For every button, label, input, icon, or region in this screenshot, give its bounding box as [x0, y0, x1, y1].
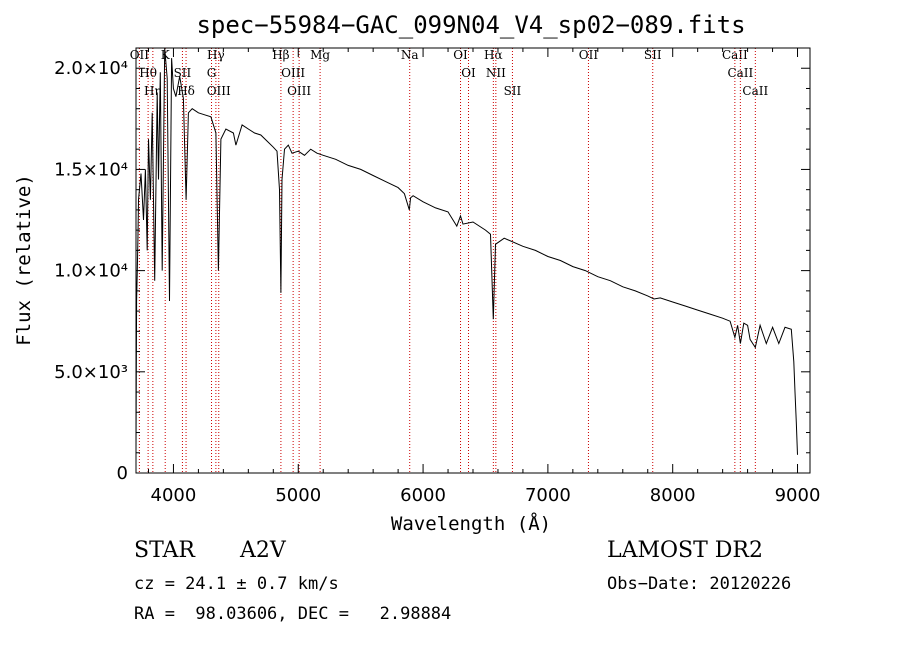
survey-label: LAMOST DR2 [607, 538, 763, 563]
x-tick-label-5: 9000 [775, 485, 821, 506]
line-marker-label-19: OII [579, 48, 599, 62]
x-tick-label-1: 5000 [275, 485, 321, 506]
line-marker-label-10: OIII [281, 66, 305, 80]
y-tick-label-0: 0 [117, 463, 128, 484]
y-axis-label: Flux (relative) [13, 174, 35, 346]
coordinates-text: RA = 98.03606, DEC = 2.98884 [134, 604, 452, 624]
line-marker-label-21: CaII [722, 48, 748, 62]
x-tick-label-0: 4000 [151, 485, 197, 506]
obs-date-text: Obs−Date: 20120226 [607, 574, 792, 594]
x-tick-label-4: 8000 [650, 485, 696, 506]
line-marker-label-17: NII [486, 66, 506, 80]
line-marker-label-22: CaII [727, 66, 753, 80]
chart-title: spec−55984−GAC_099N04_V4_sp02−089.fits [196, 11, 745, 39]
line-marker-label-2: Hη [144, 84, 162, 98]
line-marker-label-5: Hδ [177, 84, 195, 98]
line-marker-label-20: SII [644, 48, 662, 62]
redshift-text: cz = 24.1 ± 0.7 km/s [134, 574, 339, 594]
line-marker-label-23: CaII [742, 84, 768, 98]
y-tick-label-2: 1.0×10⁴ [54, 261, 128, 282]
y-tick-label-4: 2.0×10⁴ [54, 58, 128, 79]
line-marker-label-11: OIII [287, 84, 311, 98]
line-marker-label-14: OI [453, 48, 468, 62]
line-marker-label-9: Hβ [272, 48, 289, 62]
line-marker-label-15: OI [461, 66, 476, 80]
spectrum-line [135, 47, 798, 455]
y-axis: 0 5.0×10³ 1.0×10⁴ 1.5×10⁴ 2.0×10⁴ [54, 47, 810, 484]
line-marker-label-13: Na [401, 48, 419, 62]
line-marker-label-8: OIII [207, 84, 231, 98]
line-marker-label-6: Hγ [207, 48, 225, 62]
line-marker-label-4: SII [174, 66, 192, 80]
line-marker-label-18: SII [504, 84, 522, 98]
x-tick-label-2: 6000 [400, 485, 446, 506]
line-marker-label-7: G [207, 66, 217, 80]
x-axis: 4000 5000 6000 7000 8000 9000 [147, 48, 821, 506]
y-tick-label-1: 5.0×10³ [54, 362, 128, 383]
line-marker-label-12: Mg [310, 48, 330, 62]
line-marker-label-0: OII [130, 48, 150, 62]
y-tick-label-3: 1.5×10⁴ [54, 159, 128, 180]
spectrum-series [135, 47, 798, 455]
object-subclass: A2V [240, 538, 286, 563]
object-class: STAR [134, 538, 195, 563]
plot-frame [135, 47, 811, 474]
x-axis-label: Wavelength (Å) [391, 512, 551, 535]
line-marker-label-16: Hα [484, 48, 503, 62]
x-tick-label-3: 7000 [525, 485, 571, 506]
